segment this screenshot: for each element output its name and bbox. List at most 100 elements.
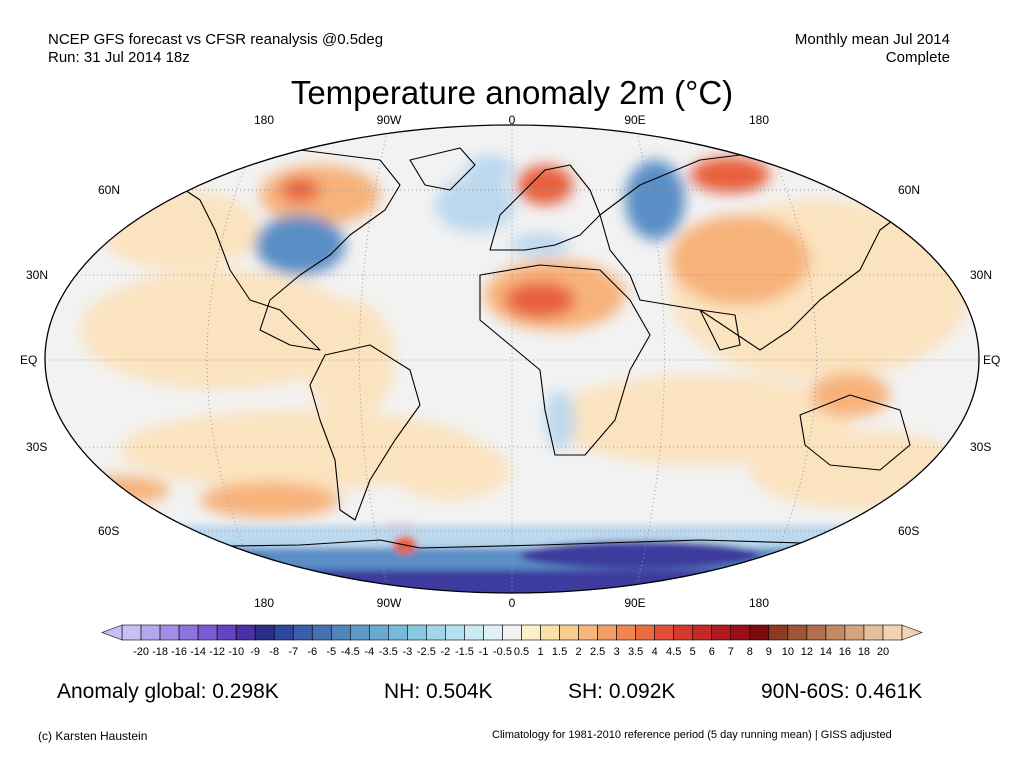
- lat-label-left-30s: 30S: [26, 440, 48, 454]
- graticule: [45, 125, 979, 593]
- map-title: Temperature anomaly 2m (°C): [290, 74, 734, 111]
- colorbar-tick-label: 12: [800, 646, 813, 658]
- colorbar-cell: [882, 624, 903, 641]
- north-america-coast: [169, 149, 401, 351]
- colorbar-cell: [578, 624, 598, 641]
- lat-label-left-eq: EQ: [20, 353, 38, 367]
- colorbar-cell: [730, 624, 751, 641]
- completion-status: Complete: [885, 49, 950, 66]
- colorbar-tick-label: -5: [326, 646, 337, 658]
- lon-label-bottom-180w: 180: [253, 596, 275, 610]
- header-left: NCEP GFS forecast vs CFSR reanalysis @0.…: [48, 31, 383, 67]
- australia-coast: [799, 394, 911, 471]
- colorbar-tick-label: -3: [402, 646, 413, 658]
- colorbar-tick-label: 6: [708, 646, 715, 658]
- colorbar-cell: [159, 624, 180, 641]
- colorbar-cell: [330, 624, 351, 641]
- colorbar-cell: [521, 624, 541, 641]
- lat-label-right-60n: 60N: [898, 183, 921, 197]
- colorbar-tick-label: 3: [613, 646, 620, 658]
- colorbar-cell: [502, 624, 522, 641]
- colorbar-tick-label: 5: [689, 646, 696, 658]
- colorbar-cell: [254, 624, 275, 641]
- colorbar-tick-label: -1.5: [454, 646, 474, 658]
- climatology-note: Climatology for 1981-2010 reference peri…: [492, 729, 892, 741]
- run-time: Run: 31 Jul 2014 18z: [48, 49, 190, 66]
- colorbar-cell: [711, 624, 732, 641]
- colorbar-cell: [369, 624, 389, 641]
- africa-coast: [479, 264, 651, 456]
- colorbar-tick-label: -4.5: [340, 646, 360, 658]
- colorbar-cell: [597, 624, 617, 641]
- colorbar-tick-label: 8: [746, 646, 753, 658]
- colorbar-cell: [140, 624, 161, 641]
- colorbar-tick-label: 18: [857, 646, 871, 658]
- colorbar-tick-label: 1: [537, 646, 544, 658]
- colorbar-cell: [806, 624, 827, 641]
- colorbar-cell: [121, 624, 142, 641]
- colorbar-high-arrow: [901, 624, 923, 641]
- colorbar-tick-label: -2: [440, 646, 451, 658]
- colorbar-tick-label: -4: [364, 646, 375, 658]
- colorbar-tick-label: -3.5: [378, 646, 398, 658]
- colorbar-tick-label: 3.5: [628, 646, 644, 658]
- colorbar-cell: [559, 624, 579, 641]
- colorbar-cell: [616, 624, 636, 641]
- colorbar-cells: [101, 624, 923, 641]
- model-description: NCEP GFS forecast vs CFSR reanalysis @0.…: [48, 31, 384, 48]
- lat-label-right-30n: 30N: [970, 268, 993, 282]
- stat-sh: SH: 0.092K: [568, 680, 676, 703]
- lon-label-bottom-0: 0: [508, 596, 516, 610]
- lon-label-top-90e: 90E: [624, 113, 646, 127]
- stat-nh: NH: 0.504K: [384, 680, 493, 703]
- colorbar-cell: [235, 624, 256, 641]
- colorbar-tick-label: 9: [765, 646, 772, 658]
- lon-label-top-180e: 180: [748, 113, 770, 127]
- india-coast: [699, 309, 741, 351]
- colorbar-cell: [407, 624, 427, 641]
- colorbar-cell: [540, 624, 560, 641]
- colorbar-cell: [768, 624, 789, 641]
- europe-coast: [489, 164, 601, 251]
- colorbar-cell: [178, 624, 199, 641]
- lat-label-right-eq: EQ: [983, 353, 1001, 367]
- colorbar-cell: [388, 624, 408, 641]
- lon-label-top-0: 0: [508, 113, 516, 127]
- colorbar-tick-label: 2: [575, 646, 582, 658]
- lon-label-top-180w: 180: [253, 113, 275, 127]
- colorbar-tick-label: -9: [250, 646, 261, 658]
- colorbar-tick-label: 4.5: [666, 646, 682, 658]
- colorbar-tick-label: 0.5: [513, 646, 530, 658]
- colorbar-tick-label: -18: [152, 646, 168, 658]
- colorbar-cell: [273, 624, 294, 641]
- colorbar-tick-label: 14: [819, 646, 833, 658]
- colorbar-cell: [635, 624, 655, 641]
- lon-label-bottom-90e: 90E: [624, 596, 646, 610]
- colorbar-cell: [426, 624, 446, 641]
- colorbar-tick-label: 16: [838, 646, 852, 658]
- colorbar-tick-label: -0.5: [493, 646, 512, 658]
- colorbar-tick-label: -14: [190, 646, 207, 658]
- stat-global: Anomaly global: 0.298K: [57, 680, 279, 703]
- greenland-coast: [409, 147, 476, 191]
- colorbar-cell: [787, 624, 808, 641]
- lon-label-bottom-90w: 90W: [376, 596, 402, 610]
- colorbar-cell: [825, 624, 846, 641]
- colorbar-low-arrow: [101, 624, 123, 641]
- colorbar-tick-label: 2.5: [589, 646, 606, 658]
- colorbar-tick-label: -16: [171, 646, 188, 658]
- colorbar-tick-label: -12: [209, 646, 226, 658]
- colorbar-cell: [197, 624, 218, 641]
- lat-label-left-60n: 60N: [98, 183, 121, 197]
- colorbar-cell: [349, 624, 370, 641]
- colorbar-tick-label: 10: [781, 646, 794, 658]
- colorbar-cell: [464, 624, 484, 641]
- colorbar-tick-label: 4: [651, 646, 658, 658]
- colorbar-tick-label: 20: [876, 646, 890, 658]
- colorbar-cell: [216, 624, 237, 641]
- globe-outline: [44, 124, 980, 594]
- colorbar-cell: [749, 624, 770, 641]
- lon-label-top-90w: 90W: [376, 113, 402, 127]
- colorbar-tick-label: -2.5: [416, 646, 436, 658]
